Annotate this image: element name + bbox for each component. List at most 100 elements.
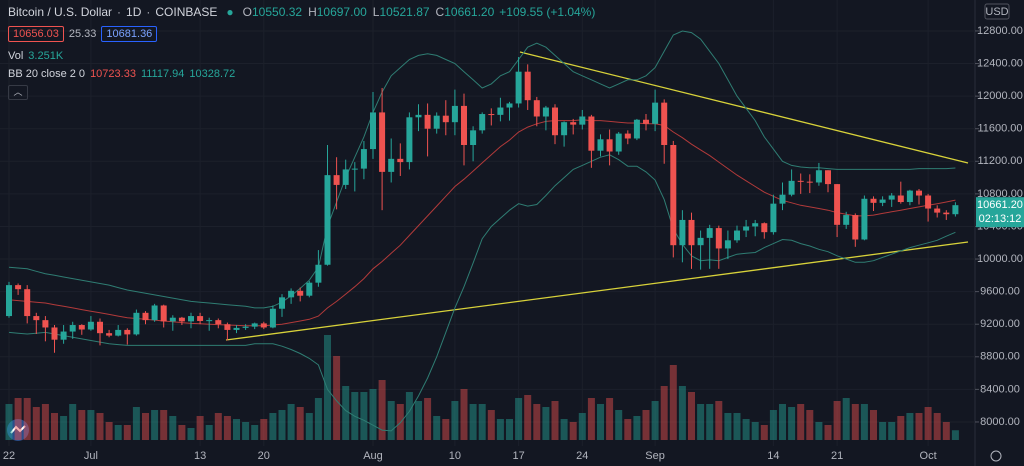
volume-bar [23,398,31,440]
bb-lower: 10328.72 [189,68,236,80]
interval: 1D [126,5,142,19]
candle-body [761,223,768,233]
candle-body [688,219,695,246]
y-tick-label: 9200.00 [980,318,1020,330]
currency-box[interactable] [984,3,1010,20]
candle-body [897,195,904,203]
candle-body [825,170,831,185]
volume-legend: Vol 3.251K [8,50,63,62]
x-tick-label: 21 [831,450,843,462]
bb-middle: 10723.33 [90,68,136,80]
candle-body [515,71,522,104]
volume-label: Vol [8,50,24,62]
candle-body [224,324,231,330]
volume-bar [615,410,623,440]
volume-bar [287,404,295,440]
volume-bar [14,398,22,440]
settings-icon[interactable] [990,450,1002,462]
candle-body [597,139,604,151]
volume-bar [242,422,250,440]
collapse-button[interactable]: ︿ [8,85,28,100]
ohlc-item: O10550.32 [243,5,302,19]
candle-body [69,325,76,332]
last-price-box [976,197,1024,228]
candle-body [87,321,94,330]
ohlc-value: 10661.20 [444,5,495,19]
bb-label: BB 20 close 2 0 [8,68,86,80]
candle-body [661,102,668,146]
candle-body [269,308,276,328]
candle-body [916,190,922,196]
volume-bar [578,413,586,440]
candle-body [588,116,595,151]
candle-body [552,107,558,136]
candle-body [360,149,367,169]
candle-body [633,119,640,139]
candle-body [197,316,204,321]
candle-body [415,114,422,118]
volume-bar [251,425,259,440]
volume-bar [779,404,786,440]
candle-body [697,237,704,246]
volume-bar [87,410,95,440]
bb-upper [8,30,956,309]
bid[interactable]: 10656.03 [8,26,64,42]
candle-body [561,122,568,136]
candle-body [178,317,185,322]
candle-body [33,316,40,321]
volume-value: 3.251K [28,50,64,62]
x-tick-label: 17 [512,450,524,462]
ohlc-value: 10697.00 [316,5,367,19]
candle-body [406,117,413,163]
x-tick-label: 22 [3,450,15,462]
y-tick-label: 12800.00 [977,25,1023,37]
candle-body [242,326,249,328]
volume-bar [915,413,923,440]
x-tick-label: Jul [84,450,98,462]
trendline [225,241,969,341]
volume-bar [815,422,823,440]
x-tick-label: 20 [258,450,270,462]
ohlc-key: O [242,5,252,19]
candle-body [524,71,531,101]
candle-body [424,114,431,129]
volume-bar [951,430,959,440]
volume-bar [806,410,814,440]
candle-body [251,323,258,327]
volume-bar [769,410,777,440]
candle-body [570,122,577,125]
volume-bar [469,404,477,440]
ask[interactable]: 10681.36 [101,26,158,42]
volume-bar [78,410,86,440]
candle-body [160,305,167,322]
volume-bar [642,410,650,440]
candle-body [451,105,458,123]
candle-body [724,240,731,249]
candle-body [351,168,358,170]
y-tick-label: 10000.00 [977,253,1023,265]
volume-bar [515,398,523,440]
candle-body [743,226,750,231]
logo-mark [10,425,26,434]
volume-bar [624,419,632,440]
candle-body [324,175,331,265]
volume-bar [360,392,368,440]
volume-bar [797,404,805,440]
volume-bar [560,419,568,440]
bb-legend: BB 20 close 2 0 10723.33 11117.94 10328.… [8,68,235,80]
ohlc: O10550.32 H10697.00 L10521.87 C10661.20 [243,5,495,19]
header: Bitcoin / U.S. Dollar · 1D · COINBASE ● O1… [8,5,596,19]
volume-bar [169,416,177,440]
candle-body [506,103,513,108]
volume-bar [378,380,386,440]
candle-body [870,198,877,203]
volume-bar [715,401,723,440]
volume-bar [105,422,113,440]
candle-body [906,190,913,203]
volume-bar [369,389,377,440]
candle-body [333,175,340,185]
volume-bar [387,401,395,440]
quote-row: 10656.03 25.33 10681.36 [8,26,158,42]
candle-body [797,180,804,182]
